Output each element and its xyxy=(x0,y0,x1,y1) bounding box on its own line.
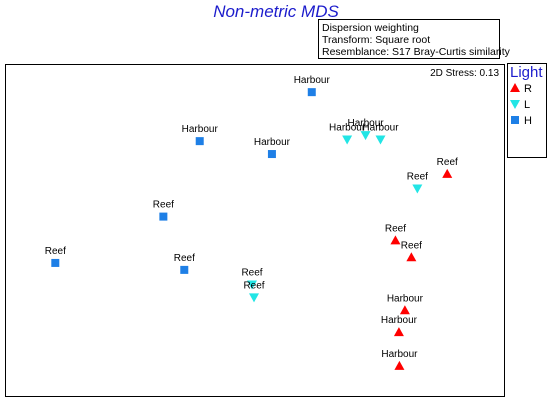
point-label: Harbour xyxy=(254,137,291,148)
legend-box xyxy=(507,63,547,158)
point-marker-h xyxy=(51,258,60,267)
point-marker-h xyxy=(159,212,168,221)
data-point: Reef xyxy=(45,246,66,267)
point-label: Harbour xyxy=(347,118,384,129)
point-label: Reef xyxy=(241,267,262,278)
chart-title: Non-metric MDS xyxy=(213,2,339,21)
point-marker-r xyxy=(399,305,410,315)
point-label: Harbour xyxy=(182,124,219,135)
data-point: Harbour xyxy=(294,75,331,97)
data-point: Harbour xyxy=(381,315,418,337)
point-marker-l xyxy=(342,135,353,145)
point-label: Harbour xyxy=(381,349,418,360)
point-label: Harbour xyxy=(387,293,424,304)
info-box-border xyxy=(318,19,500,59)
plot-frame xyxy=(5,64,505,397)
data-point: Reef xyxy=(153,200,174,221)
data-point: Harbour xyxy=(182,124,219,146)
data-point: Harbour xyxy=(362,122,399,145)
info-line-weighting: Dispersion weighting xyxy=(322,22,419,34)
points-layer: HarbourHarbourHarbourReefReefReefHarbour… xyxy=(45,75,458,370)
point-label: Harbour xyxy=(329,122,366,133)
legend-label-h: H xyxy=(524,115,532,127)
legend-marker-r xyxy=(510,83,520,92)
info-line-resemblance: Resemblance: S17 Bray-Curtis similarity xyxy=(322,46,511,58)
info-box: Dispersion weighting Transform: Square r… xyxy=(318,19,511,59)
stress-label: 2D Stress: 0.13 xyxy=(430,68,499,79)
data-point: Reef xyxy=(407,171,428,194)
point-marker-h xyxy=(307,88,316,97)
point-marker-r xyxy=(390,235,401,245)
data-point: Harbour xyxy=(381,349,418,370)
legend-marker-h xyxy=(511,116,519,124)
data-point: Reef xyxy=(385,223,406,245)
point-label: Harbour xyxy=(381,315,418,326)
legend-marker-l xyxy=(510,100,520,109)
data-point: Harbour xyxy=(387,293,424,315)
legend-label-l: L xyxy=(524,99,530,111)
data-point: Reef xyxy=(174,253,195,274)
point-marker-r xyxy=(442,168,453,178)
info-line-transform: Transform: Square root xyxy=(322,34,430,46)
point-label: Reef xyxy=(401,240,422,251)
point-label: Harbour xyxy=(294,75,331,86)
point-marker-h xyxy=(267,150,276,159)
legend-entries: RLH xyxy=(510,83,532,127)
data-point: Harbour xyxy=(347,118,384,141)
point-marker-l xyxy=(412,184,423,194)
data-point: Harbour xyxy=(254,137,291,159)
point-label: Reef xyxy=(174,253,195,264)
point-marker-h xyxy=(195,137,204,146)
data-point: Reef xyxy=(401,240,422,262)
legend: Light RLH xyxy=(507,63,547,158)
legend-entry-r: R xyxy=(510,83,532,95)
legend-title: Light xyxy=(510,64,543,81)
point-marker-r xyxy=(393,327,404,337)
point-marker-l xyxy=(247,280,258,290)
point-label: Reef xyxy=(407,171,428,182)
point-label: Reef xyxy=(153,200,174,211)
point-marker-l xyxy=(360,131,371,141)
point-marker-r xyxy=(394,360,405,370)
legend-entry-l: L xyxy=(510,99,530,111)
point-label: Reef xyxy=(243,280,264,291)
legend-entry-h: H xyxy=(511,115,532,127)
point-marker-h xyxy=(180,265,189,274)
point-label: Reef xyxy=(385,223,406,234)
data-point: Harbour xyxy=(329,122,366,145)
point-label: Harbour xyxy=(362,122,399,133)
point-marker-r xyxy=(406,252,417,262)
point-marker-l xyxy=(249,293,260,303)
point-label: Reef xyxy=(437,157,458,168)
data-point: Reef xyxy=(437,157,458,178)
data-point: Reef xyxy=(243,280,265,303)
data-point: Reef xyxy=(241,267,263,290)
legend-label-r: R xyxy=(524,83,532,95)
point-label: Reef xyxy=(45,246,66,257)
point-marker-l xyxy=(375,135,386,145)
